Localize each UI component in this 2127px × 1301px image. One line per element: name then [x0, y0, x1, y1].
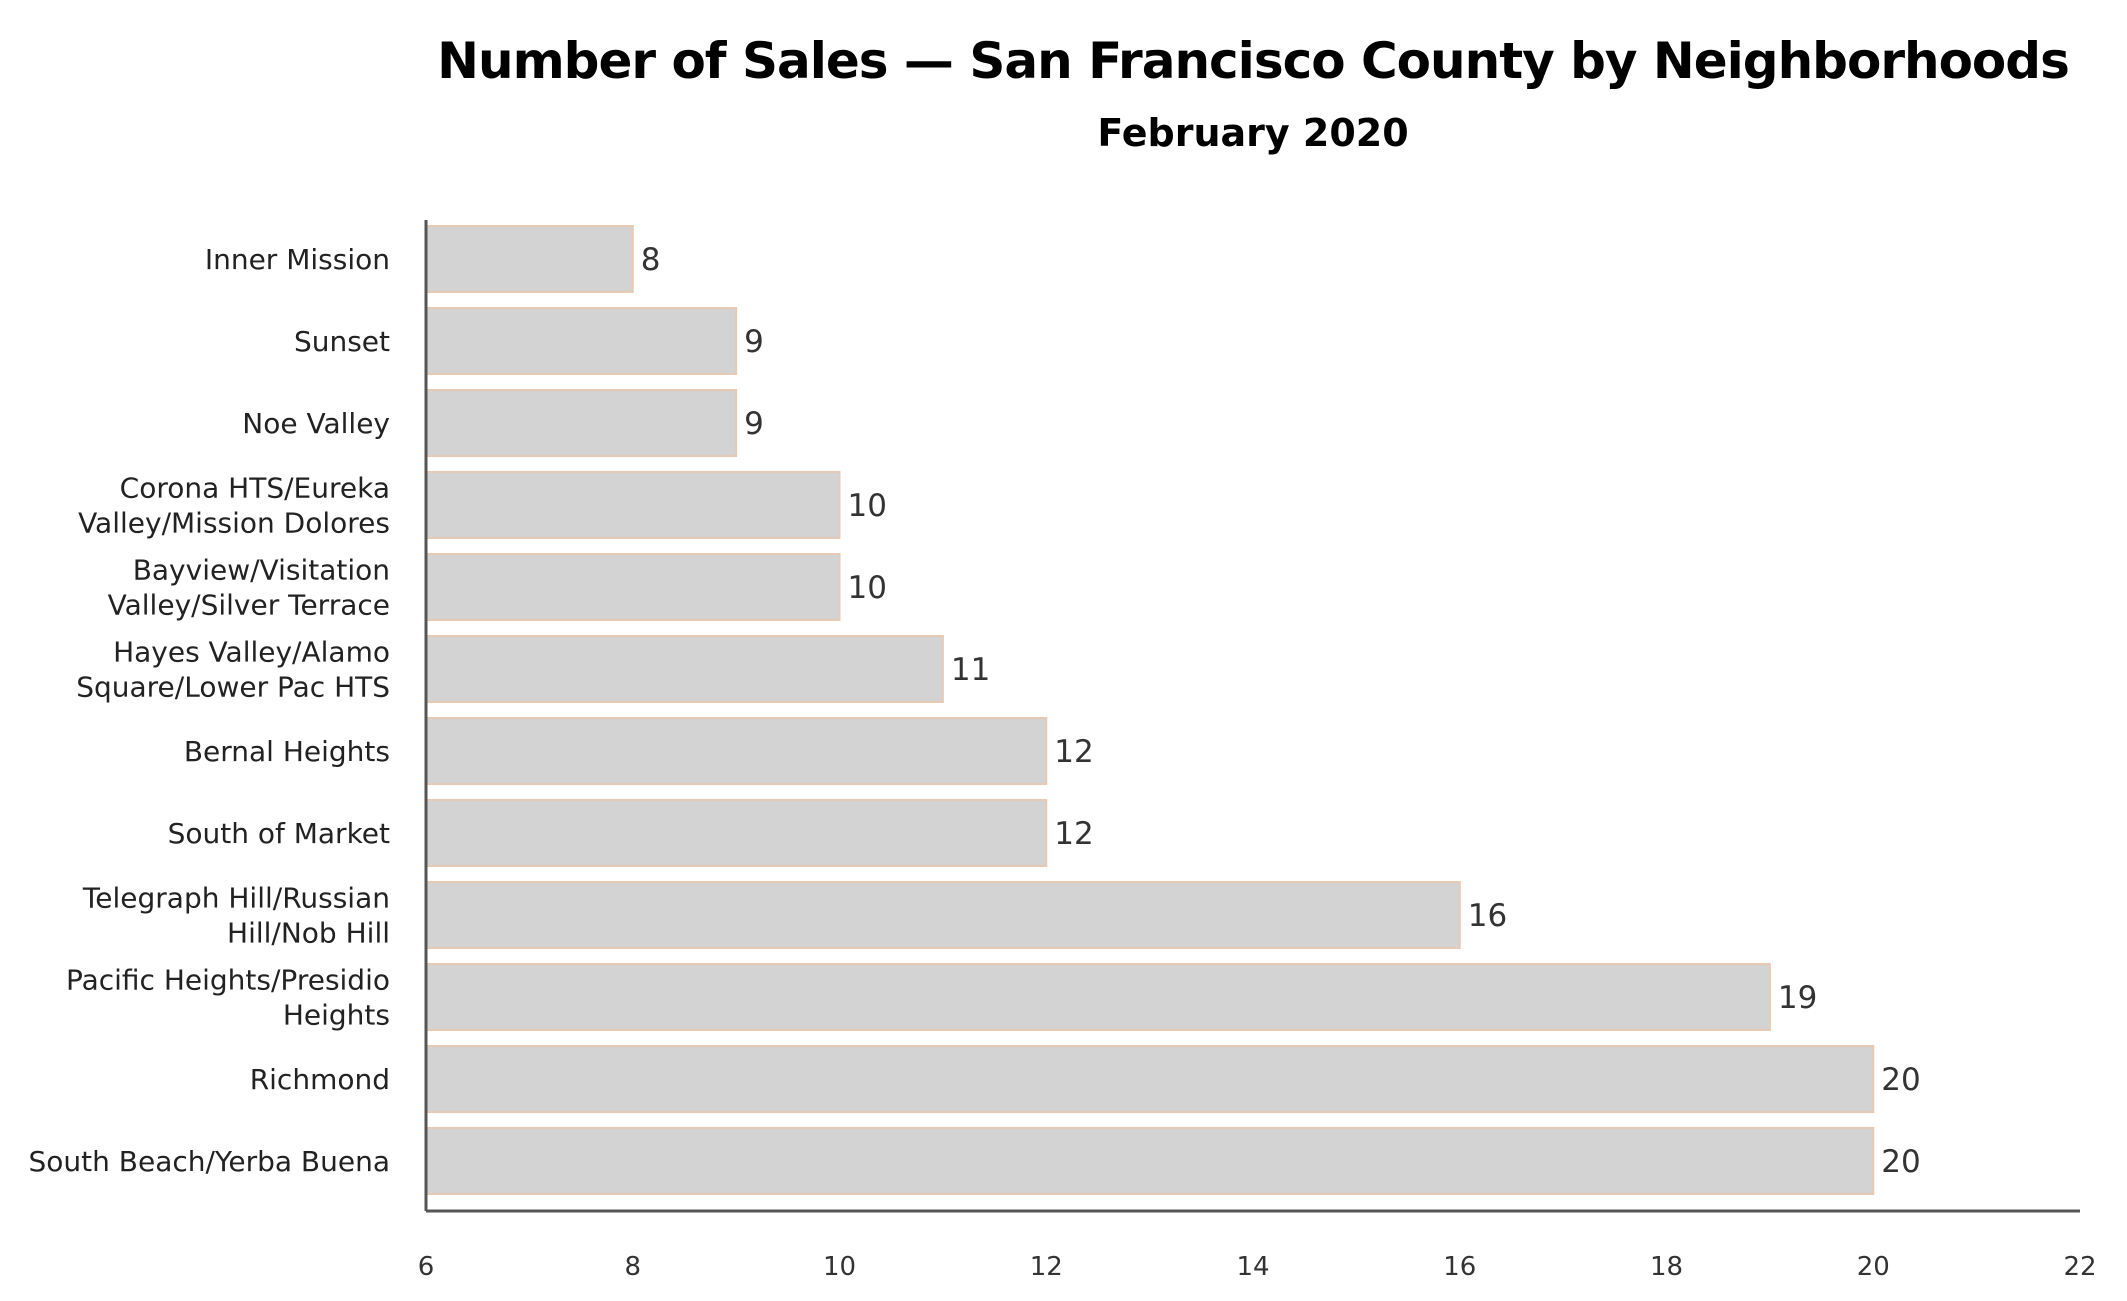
bar	[425, 881, 1461, 949]
bar	[425, 963, 1771, 1031]
data-label: 10	[848, 570, 887, 606]
data-label: 20	[1881, 1062, 1920, 1098]
category-label: Richmond	[250, 1063, 390, 1096]
x-tick-labels: 6 8 10 12 14 16 18 20 22	[418, 1252, 2097, 1282]
category-labels: Inner Mission Sunset Noe Valley Corona HTS/…	[29, 243, 391, 1178]
category-label: Noe Valley	[242, 407, 390, 440]
x-tick-label: 8	[624, 1252, 641, 1282]
bars-group	[425, 225, 1875, 1195]
bar	[425, 1045, 1875, 1113]
axes	[424, 220, 2080, 1213]
category-label: Corona HTS/Eureka Valley/Mission Dolores	[78, 472, 390, 540]
category-label: Sunset	[294, 325, 390, 358]
x-tick-label: 16	[1443, 1252, 1476, 1282]
bar	[425, 1127, 1875, 1195]
x-tick-label: 14	[1236, 1252, 1269, 1282]
data-label: 16	[1468, 898, 1507, 934]
bar	[425, 307, 738, 375]
data-label: 9	[744, 324, 764, 360]
category-label: South Beach/Yerba Buena	[29, 1145, 390, 1178]
category-label: Telegraph Hill/Russian Hill/Nob Hill	[82, 882, 390, 950]
category-label: Inner Mission	[205, 243, 390, 276]
data-label: 8	[641, 242, 661, 278]
category-label: Bayview/Visitation Valley/Silver Terrace	[108, 554, 390, 622]
bar	[425, 389, 738, 457]
x-tick-label: 20	[1857, 1252, 1890, 1282]
x-tick-label: 6	[418, 1252, 435, 1282]
bar	[425, 225, 634, 293]
data-label: 12	[1054, 734, 1093, 770]
data-label: 9	[744, 406, 764, 442]
bar	[425, 471, 841, 539]
data-label: 11	[951, 652, 990, 688]
x-tick-label: 22	[2063, 1252, 2096, 1282]
data-label: 12	[1054, 816, 1093, 852]
chart-title: Number of Sales — San Francisco County b…	[437, 32, 2069, 90]
bar	[425, 799, 1048, 867]
data-label: 19	[1778, 980, 1817, 1016]
bar	[425, 553, 841, 621]
category-label: South of Market	[168, 817, 390, 850]
bar	[425, 635, 944, 703]
x-tick-label: 10	[823, 1252, 856, 1282]
value-labels: 8 9 9 10 10 11 12 12 16 19 20 20	[641, 242, 1921, 1180]
chart-subtitle: February 2020	[1097, 111, 1408, 155]
x-tick-label: 18	[1650, 1252, 1683, 1282]
x-tick-label: 12	[1030, 1252, 1063, 1282]
category-label: Pacific Heights/Presidio Heights	[66, 964, 390, 1032]
category-label: Hayes Valley/Alamo Square/Lower Pac HTS	[76, 636, 390, 704]
category-label: Bernal Heights	[184, 735, 390, 768]
data-label: 20	[1881, 1144, 1920, 1180]
data-label: 10	[848, 488, 887, 524]
bar	[425, 717, 1048, 785]
